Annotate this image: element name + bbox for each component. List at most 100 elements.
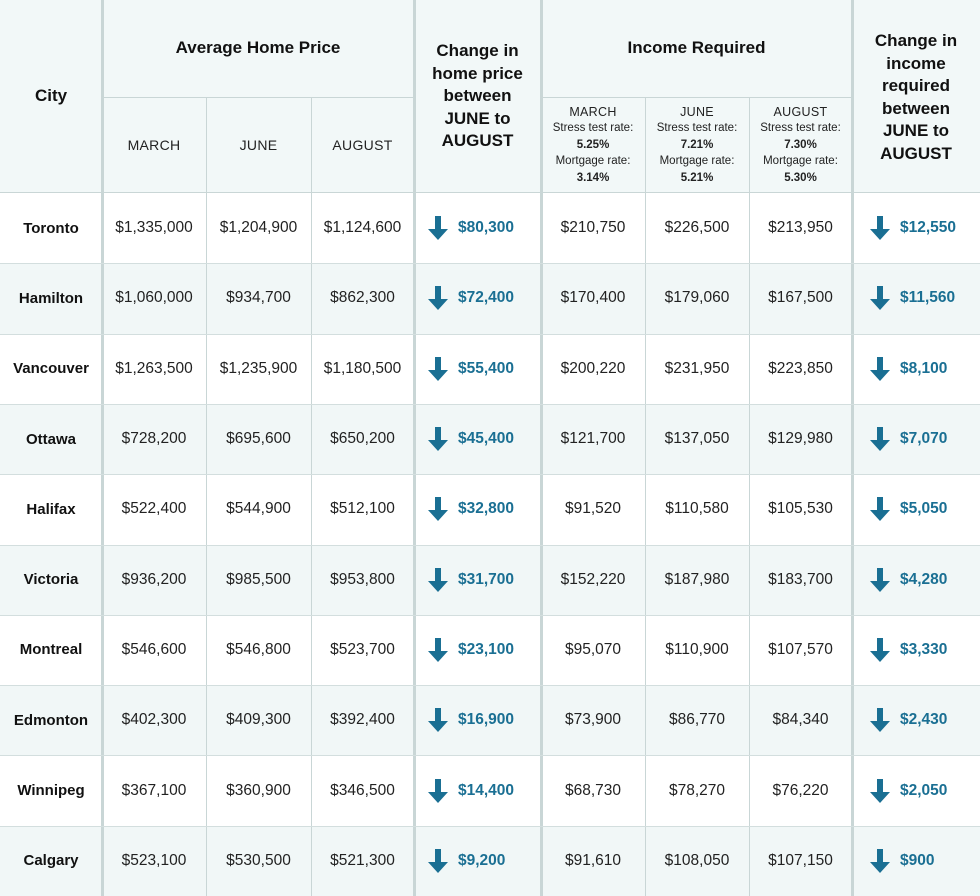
price-change: $72,400: [414, 263, 541, 333]
income-value: $91,520: [564, 500, 622, 518]
price-value: $1,263,500: [115, 359, 193, 377]
income-change: $11,560: [852, 263, 980, 333]
header-income-march: MARCH Stress test rate: 5.25% Mortgage rate…: [541, 97, 645, 193]
city-name: Calgary: [23, 852, 79, 870]
row-divider: [0, 755, 980, 757]
income-value: $107,570: [768, 640, 833, 658]
income-value: $213,950: [768, 219, 833, 237]
income-change-value: $4,280: [900, 570, 948, 588]
income-change: $2,050: [852, 755, 980, 825]
income-sub-month: JUNE: [680, 104, 714, 119]
price-change: $55,400: [414, 334, 541, 404]
header-divider: [102, 97, 414, 98]
price-value: $1,180,500: [323, 359, 402, 377]
mortgage-rate: 3.14%: [576, 171, 610, 184]
price-value: $936,200: [121, 570, 187, 588]
income-value: $170,400: [560, 289, 626, 307]
price-change-value: $80,300: [458, 219, 515, 237]
header-price-month-june: JUNE: [239, 137, 278, 153]
mortgage-rate: 5.21%: [680, 171, 714, 184]
income-change-value: $900: [900, 851, 935, 869]
price-change: $23,100: [414, 615, 541, 685]
price-change-value: $55,400: [458, 359, 515, 377]
price-change: $16,900: [414, 685, 541, 755]
income-change-value: $2,050: [900, 781, 948, 799]
income-change-value: $2,430: [900, 711, 948, 729]
arrow-down-icon: [428, 708, 448, 733]
price-value: $1,235,900: [219, 359, 298, 377]
arrow-down-icon: [428, 356, 448, 381]
income-value: $231,950: [664, 359, 730, 377]
income-value: $73,900: [564, 711, 622, 729]
price-value: $546,800: [226, 640, 291, 658]
table-row: [0, 193, 980, 264]
column-divider: [206, 97, 207, 896]
price-value: $546,600: [121, 640, 187, 658]
price-value: $650,200: [330, 430, 395, 448]
arrow-down-icon: [428, 567, 448, 592]
city-name: Halifax: [26, 500, 76, 518]
price-change: $45,400: [414, 404, 541, 474]
price-value: $392,400: [330, 711, 395, 729]
header-average-home-price: Average Home Price: [175, 38, 341, 58]
income-change-value: $12,550: [900, 219, 957, 237]
arrow-down-icon: [870, 848, 890, 873]
arrow-down-icon: [428, 216, 448, 241]
table-row: [0, 755, 980, 826]
column-divider: [413, 0, 416, 896]
arrow-down-icon: [428, 427, 448, 452]
income-sub-month: MARCH: [569, 104, 617, 119]
income-value: $152,220: [560, 570, 626, 588]
income-value: $108,050: [664, 851, 730, 869]
arrow-down-icon: [870, 497, 890, 522]
arrow-down-icon: [428, 286, 448, 311]
table-row: [0, 614, 980, 686]
arrow-down-icon: [870, 286, 890, 311]
header-income-required: Income Required: [627, 38, 766, 58]
column-divider: [851, 0, 854, 896]
row-divider: [0, 614, 980, 616]
price-value: $728,200: [121, 430, 187, 448]
city-name: Ottawa: [25, 430, 76, 448]
city-name: Edmonton: [13, 711, 89, 729]
column-divider: [749, 97, 750, 896]
price-value: $695,600: [226, 430, 291, 448]
income-value: $91,610: [564, 851, 622, 869]
income-change: $3,330: [852, 615, 980, 685]
row-divider: [0, 544, 980, 546]
table-row: [0, 825, 980, 896]
city-name: Vancouver: [13, 360, 89, 378]
income-change-value: $3,330: [900, 640, 948, 658]
income-sub-month: AUGUST: [773, 104, 828, 119]
income-change: $4,280: [852, 545, 980, 615]
price-change: $9,200: [414, 826, 541, 896]
income-value: $129,980: [768, 430, 833, 448]
arrow-down-icon: [870, 567, 890, 592]
price-value: $367,100: [121, 781, 187, 799]
income-change: $8,100: [852, 334, 980, 404]
income-value: $95,070: [564, 640, 622, 658]
income-value: $179,060: [664, 289, 730, 307]
header-income-august: AUGUST Stress test rate: 7.30% Mortgage rat…: [749, 97, 852, 193]
price-value: $522,400: [121, 500, 187, 518]
column-divider: [101, 0, 104, 896]
arrow-down-icon: [428, 497, 448, 522]
income-change: $5,050: [852, 474, 980, 544]
income-value: $110,580: [665, 500, 729, 518]
mortgage-rate-label: Mortgage rate:: [763, 155, 838, 168]
row-divider: [0, 263, 980, 265]
arrow-down-icon: [870, 356, 890, 381]
stress-test-label: Stress test rate:: [552, 122, 634, 135]
row-divider: [0, 474, 980, 476]
income-change: $900: [852, 826, 980, 896]
header-income-june: JUNE Stress test rate: 7.21% Mortgage rate:…: [645, 97, 749, 193]
price-change-value: $14,400: [458, 781, 515, 799]
price-value: $1,124,600: [323, 219, 402, 237]
city-name: Toronto: [23, 219, 79, 237]
price-value: $544,900: [226, 500, 291, 518]
price-change-value: $72,400: [458, 289, 515, 307]
stress-test-rate: 7.21%: [680, 138, 714, 151]
stress-test-rate: 5.25%: [576, 138, 610, 151]
city-name: Victoria: [23, 571, 79, 589]
price-value: $1,335,000: [115, 219, 193, 237]
